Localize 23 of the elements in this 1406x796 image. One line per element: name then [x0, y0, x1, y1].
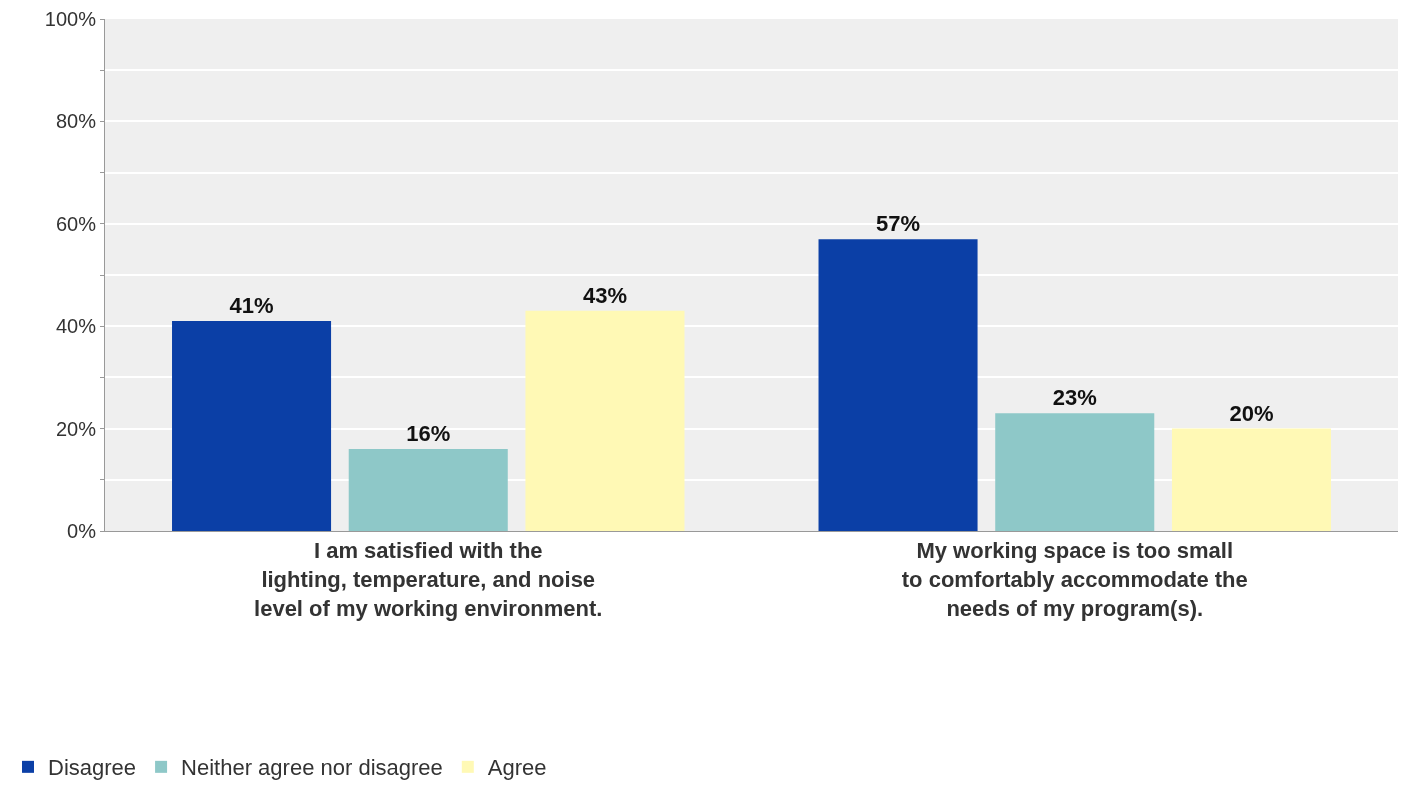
bar — [995, 413, 1155, 531]
legend-label: Neither agree nor disagree — [181, 755, 443, 781]
text: 20% — [1229, 400, 1274, 426]
y-tick-label: 60% — [55, 212, 97, 235]
y-tick-label: 0% — [67, 520, 97, 542]
text: 57% — [876, 211, 921, 237]
bar — [1171, 428, 1331, 531]
x-tick-label: I am satisfied with the lighting, temperature, and noise level of my working environment. — [254, 538, 603, 621]
bar — [348, 449, 508, 531]
text: 41% — [229, 293, 274, 319]
text: 43% — [582, 282, 627, 308]
y-tick-label: 100% — [44, 8, 97, 30]
text: 16% — [406, 421, 451, 447]
bar — [818, 239, 978, 531]
bar — [525, 310, 685, 531]
text: 23% — [1052, 385, 1097, 411]
legend-label: Disagree — [48, 755, 137, 781]
y-tick-label: 20% — [55, 417, 97, 440]
y-tick-label: 40% — [55, 315, 97, 338]
y-tick-label: 80% — [55, 110, 97, 133]
x-tick-label: My working space is too small to comfortably accommodate the needs of my program(s). — [901, 538, 1248, 621]
bar — [172, 321, 332, 531]
legend-label: Agree — [487, 755, 547, 781]
